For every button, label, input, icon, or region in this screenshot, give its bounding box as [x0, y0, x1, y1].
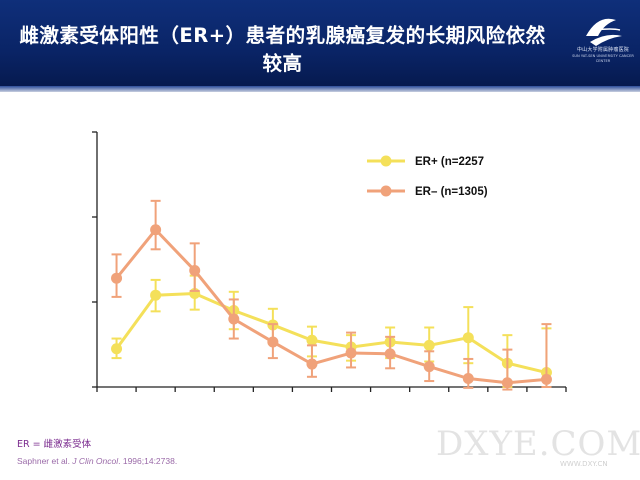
citation-journal: J Clin Oncol [72, 456, 119, 466]
data-point [423, 339, 435, 351]
data-point [189, 265, 201, 277]
series-line-1 [115, 291, 547, 375]
legend-swatch-marker [380, 185, 392, 197]
slide-title: 雌激素受体阳性（ER+）患者的乳腺癌复发的长期风险依然较高 [19, 24, 546, 75]
logo-text: 中山大学附属肿瘤医院 [576, 47, 629, 53]
citation-authors: Saphner et al. [17, 456, 73, 466]
data-point [111, 272, 123, 284]
data-point [150, 224, 162, 236]
data-point [540, 373, 552, 385]
data-point [228, 313, 240, 325]
data-point [267, 336, 279, 348]
data-point [306, 334, 318, 346]
data-point [423, 361, 435, 373]
series-line-2 [115, 227, 547, 385]
legend-swatch-marker [380, 155, 392, 167]
recurrence-risk-chart: ER+ (n=2257 ER– (n=1305) [92, 131, 567, 392]
data-point [150, 289, 162, 301]
data-point [501, 377, 513, 389]
citation: Saphner et al. J Clin Oncol. 1996;14:273… [17, 456, 177, 466]
data-point [111, 343, 123, 355]
legend-label: ER– (n=1305) [415, 186, 488, 198]
data-point [384, 348, 396, 360]
watermark: DXYE.COM [436, 424, 640, 464]
legend-label: ER+ (n=2257 [415, 156, 484, 168]
hospital-logo [586, 18, 622, 46]
watermark-subtext: WWW.DXY.CN [560, 460, 608, 468]
logo-subtext: SUN YAT-SEN UNIVERSITY CANCER CENTER [572, 54, 634, 63]
data-point [462, 332, 474, 344]
header-divider [0, 86, 640, 92]
data-point [306, 358, 318, 370]
data-point [345, 347, 357, 359]
slide-header [0, 0, 640, 86]
data-point [462, 373, 474, 384]
er-footnote: ER = 雌激素受体 [17, 439, 92, 450]
citation-rest: . 1996;14:2738. [118, 456, 178, 466]
